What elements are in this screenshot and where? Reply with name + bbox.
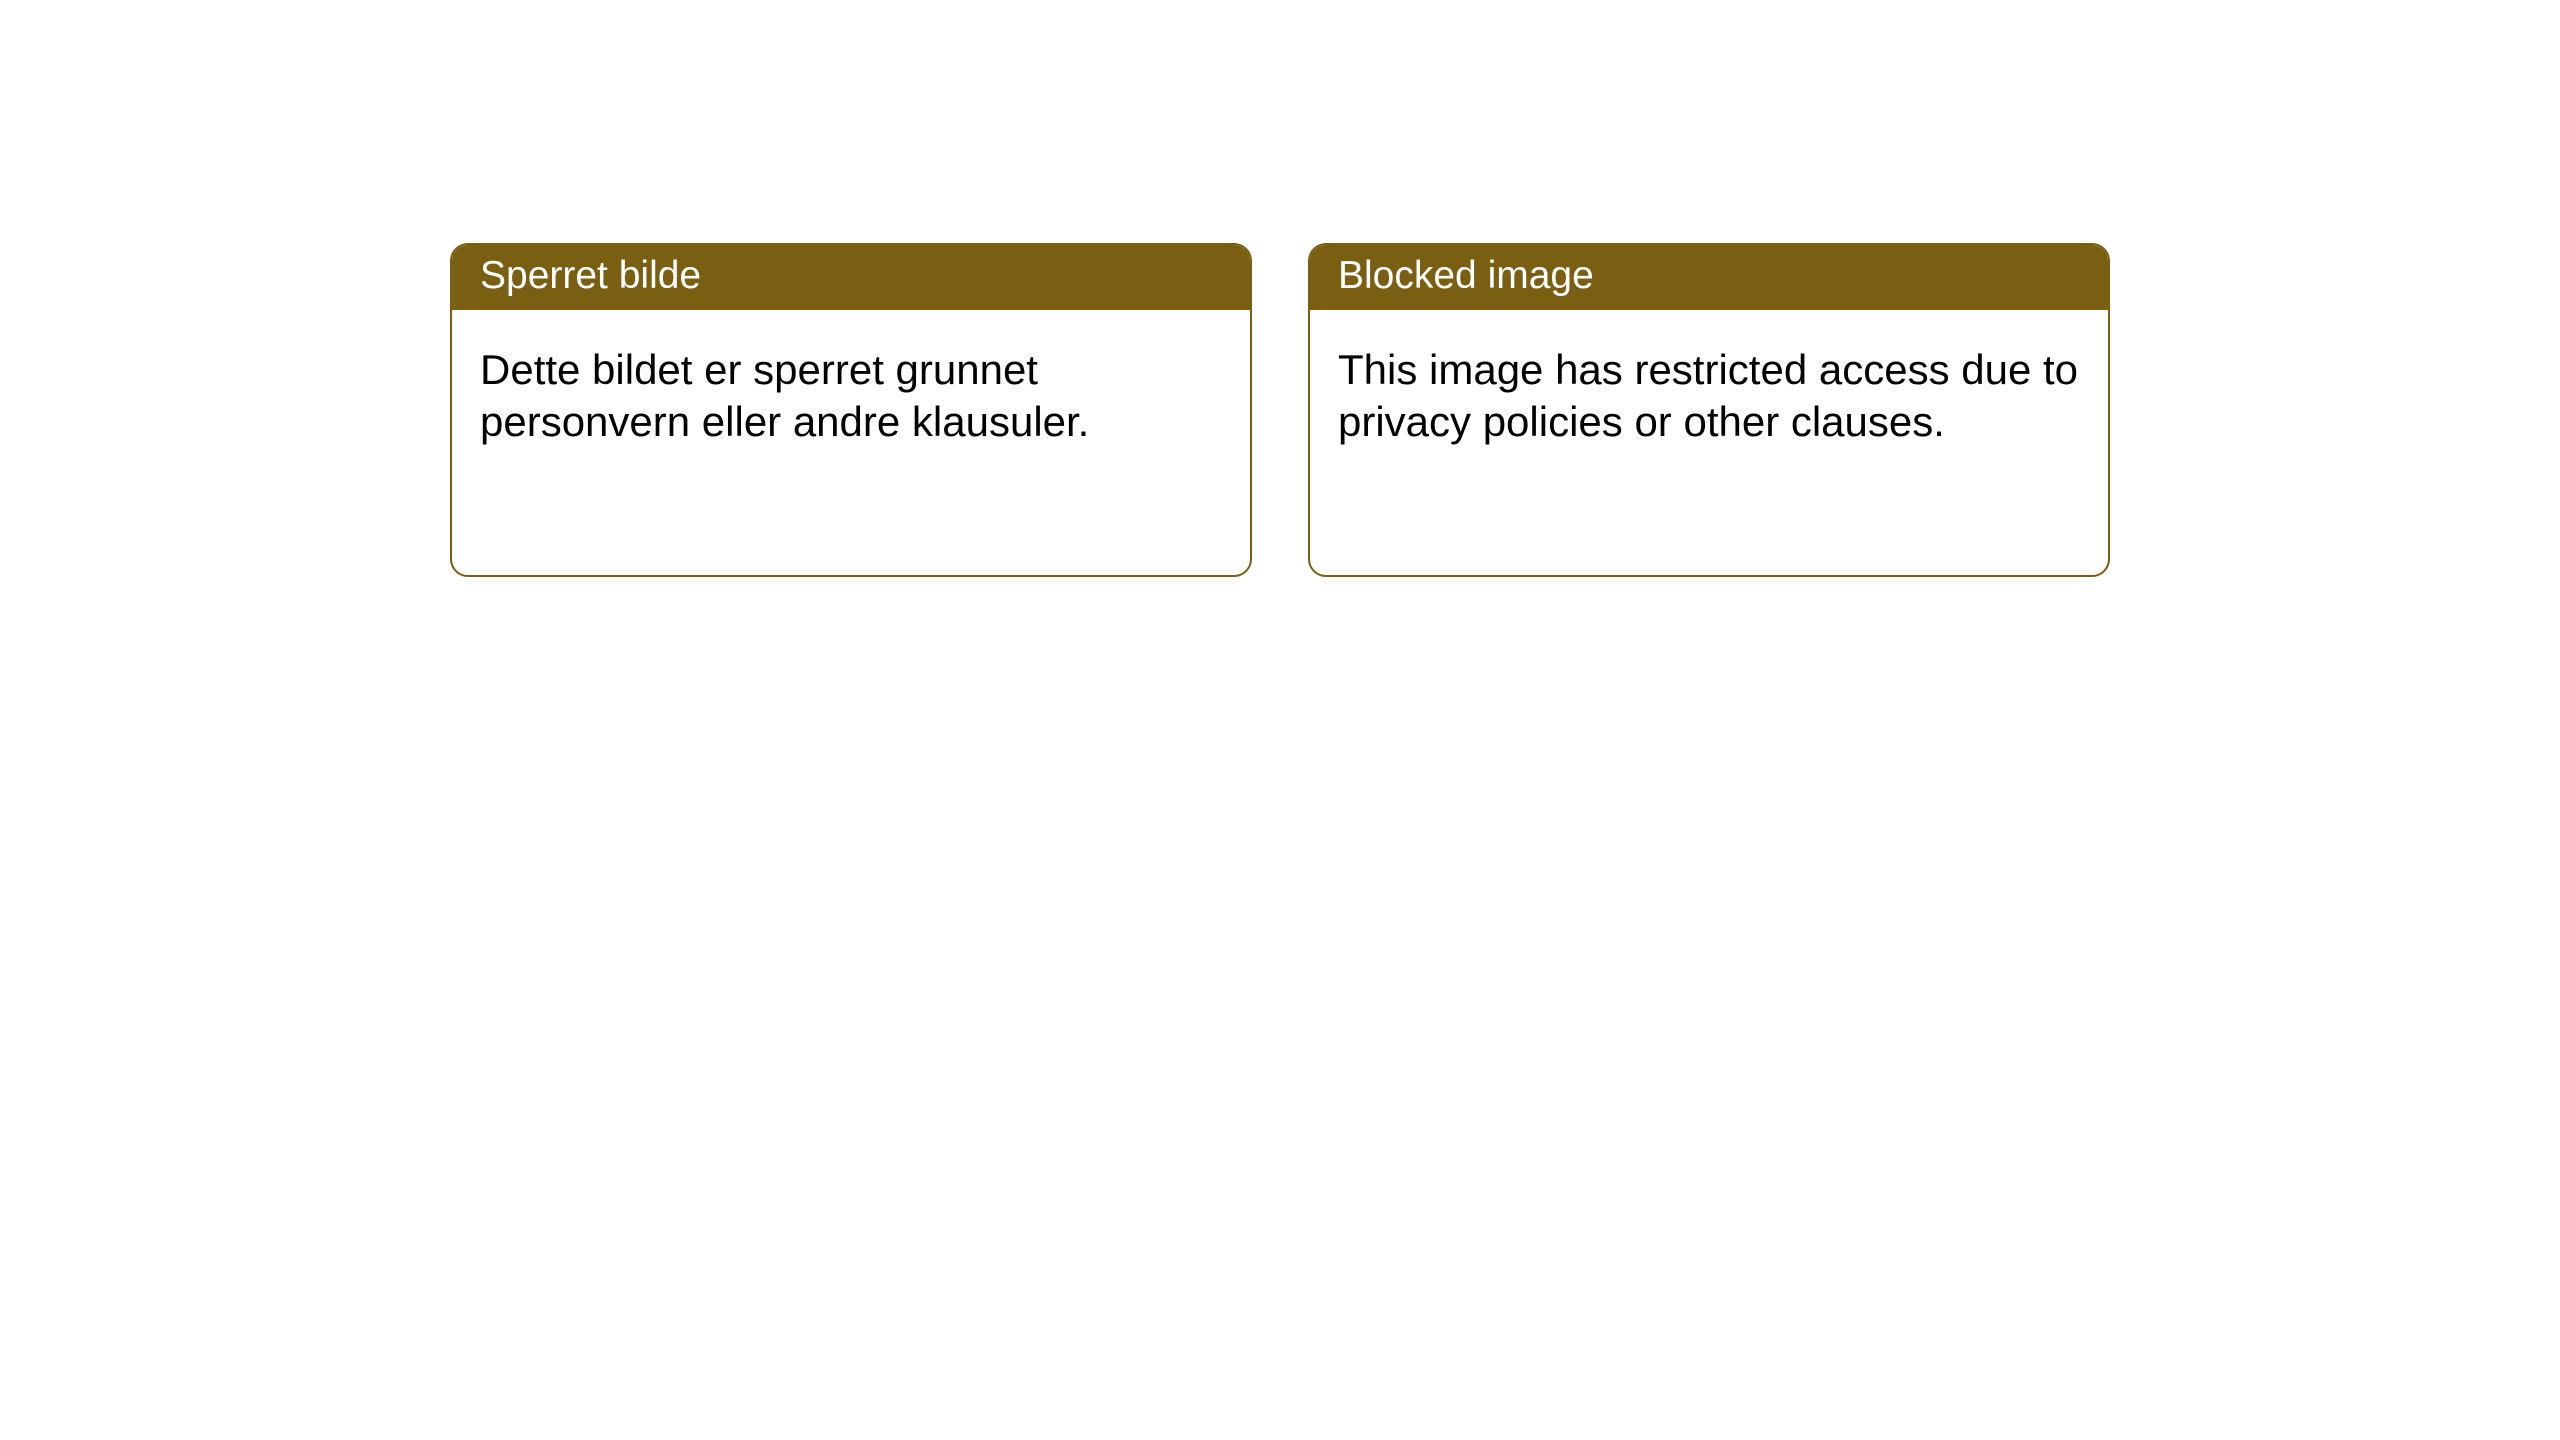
notice-card-english: Blocked image This image has restricted … — [1308, 243, 2110, 577]
card-header: Blocked image — [1310, 245, 2108, 310]
notice-cards-container: Sperret bilde Dette bildet er sperret gr… — [0, 0, 2560, 577]
card-header: Sperret bilde — [452, 245, 1250, 310]
card-body: This image has restricted access due to … — [1310, 310, 2108, 477]
card-body: Dette bildet er sperret grunnet personve… — [452, 310, 1250, 477]
notice-card-norwegian: Sperret bilde Dette bildet er sperret gr… — [450, 243, 1252, 577]
